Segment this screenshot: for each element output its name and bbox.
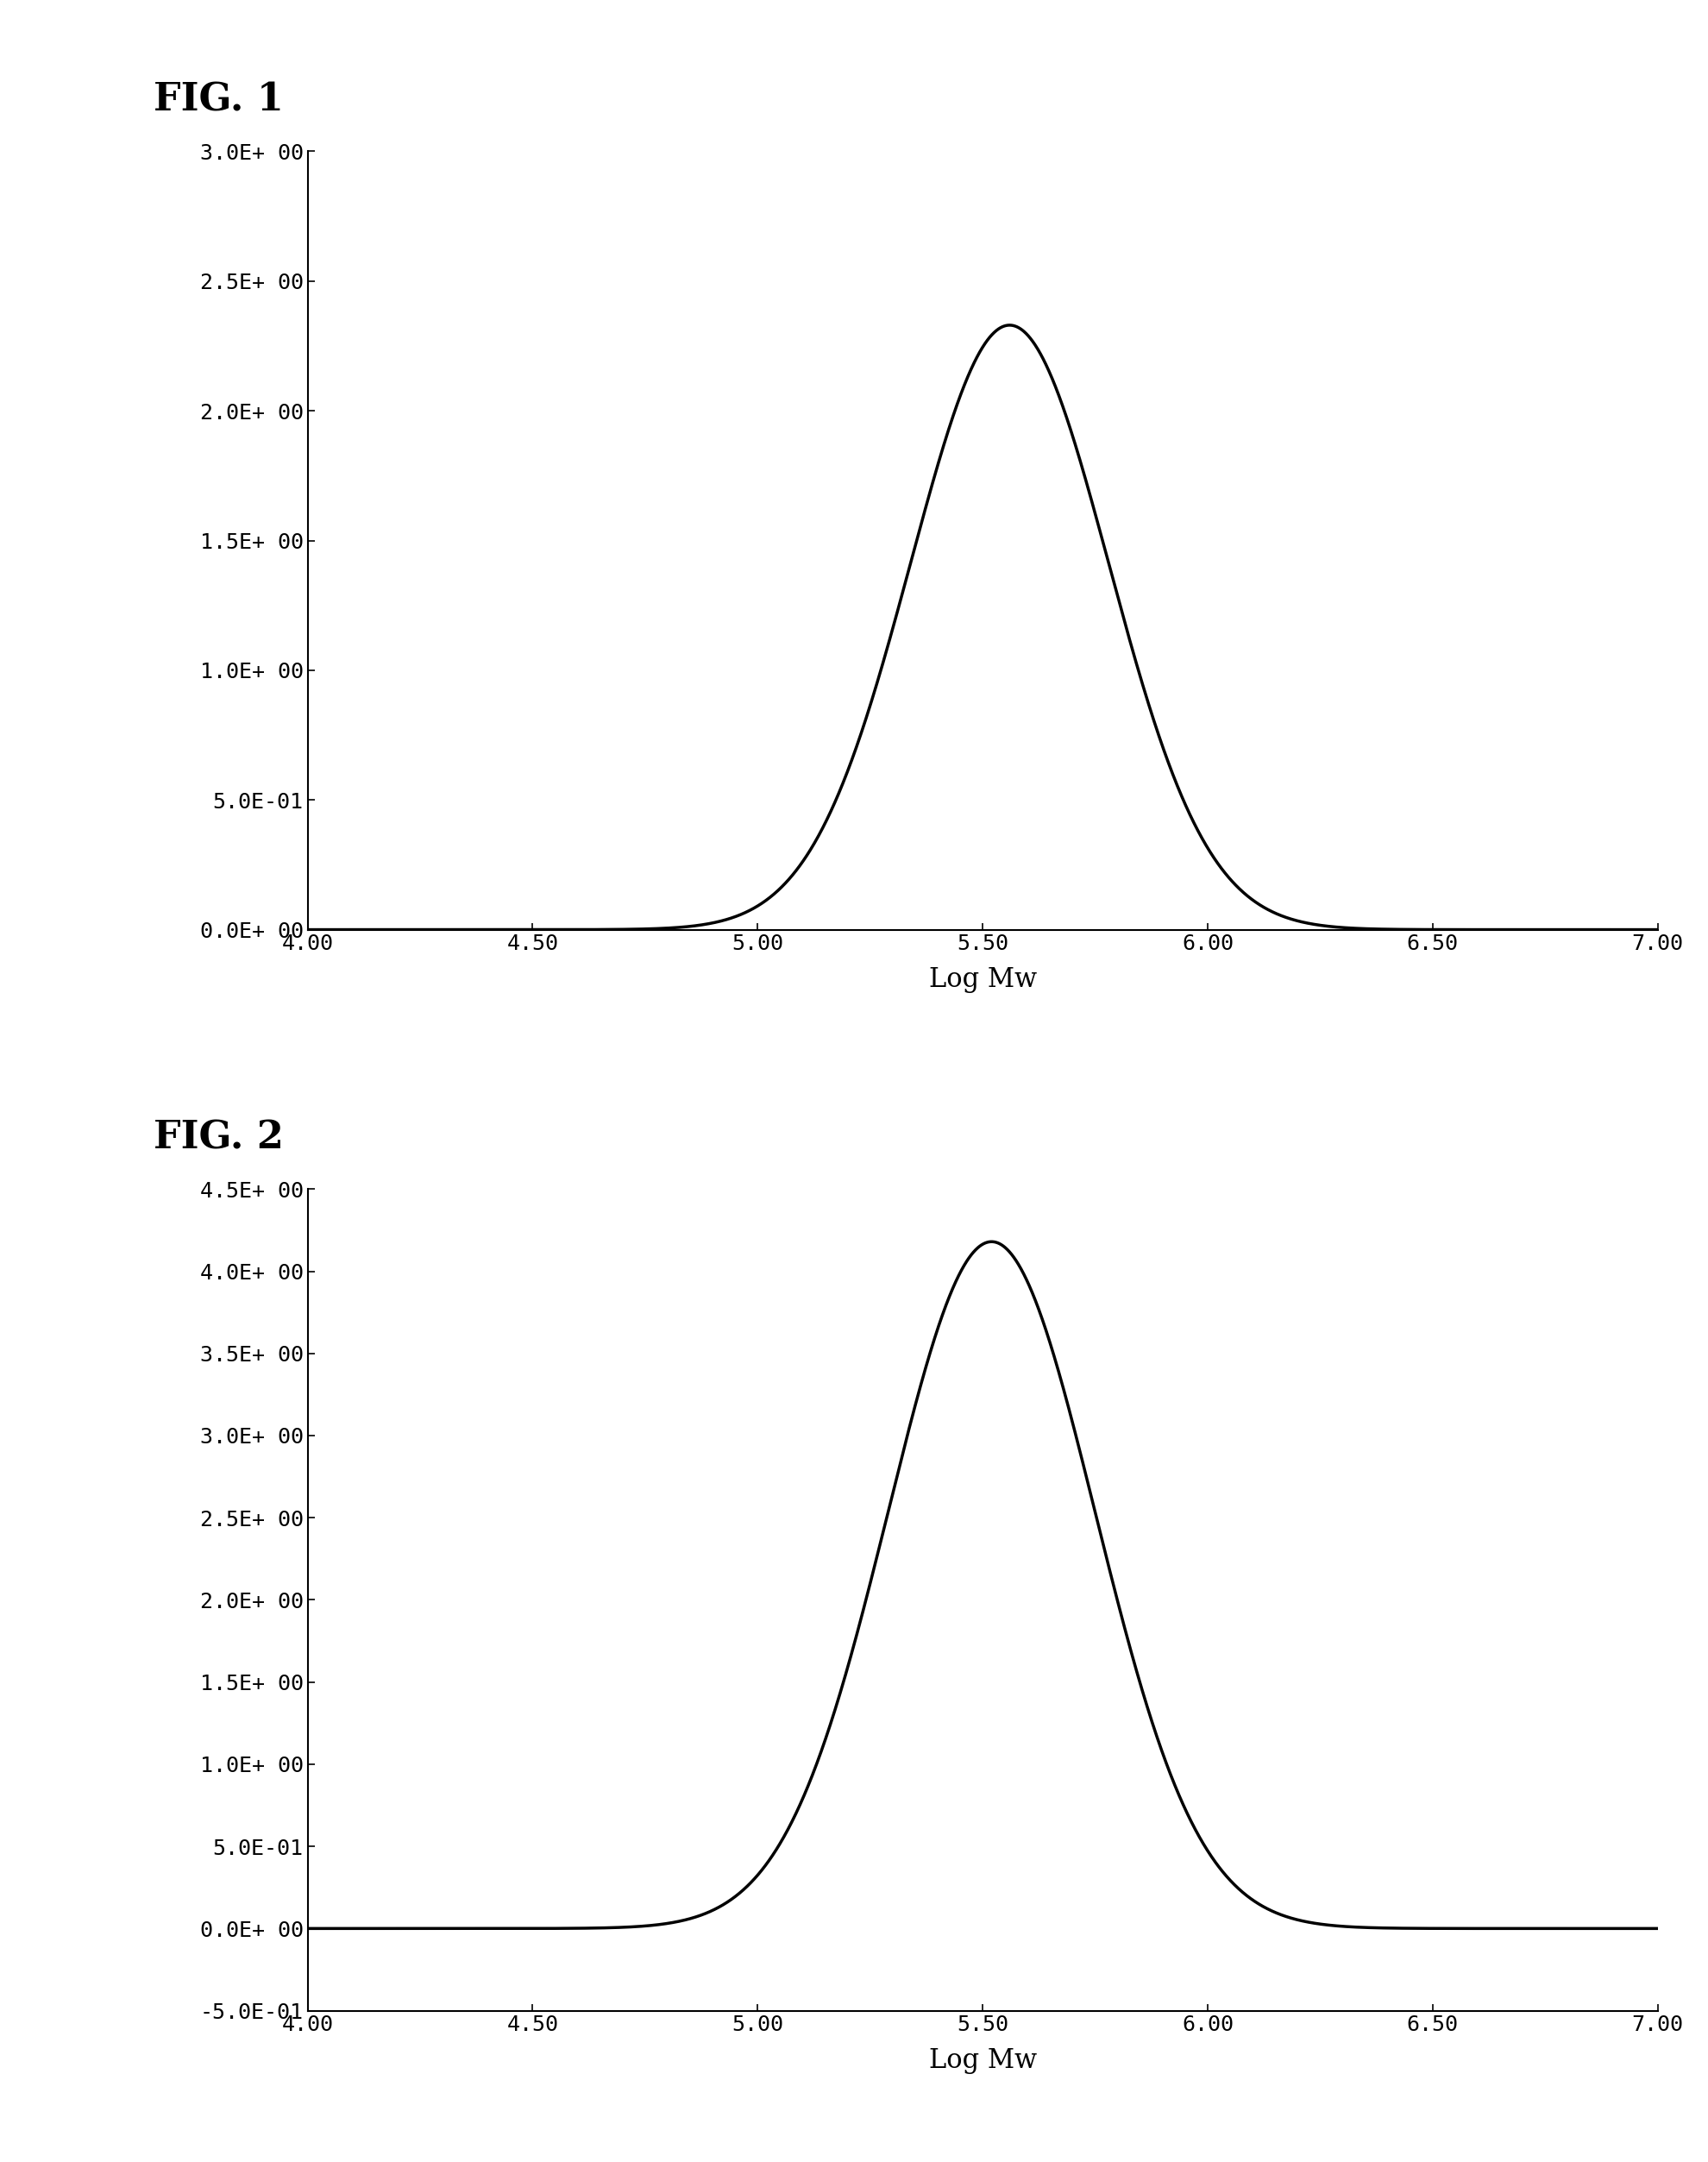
X-axis label: Log Mw: Log Mw — [927, 2047, 1037, 2073]
Text: FIG. 1: FIG. 1 — [154, 82, 284, 119]
Text: FIG. 2: FIG. 2 — [154, 1120, 284, 1157]
X-axis label: Log Mw: Log Mw — [927, 966, 1037, 992]
